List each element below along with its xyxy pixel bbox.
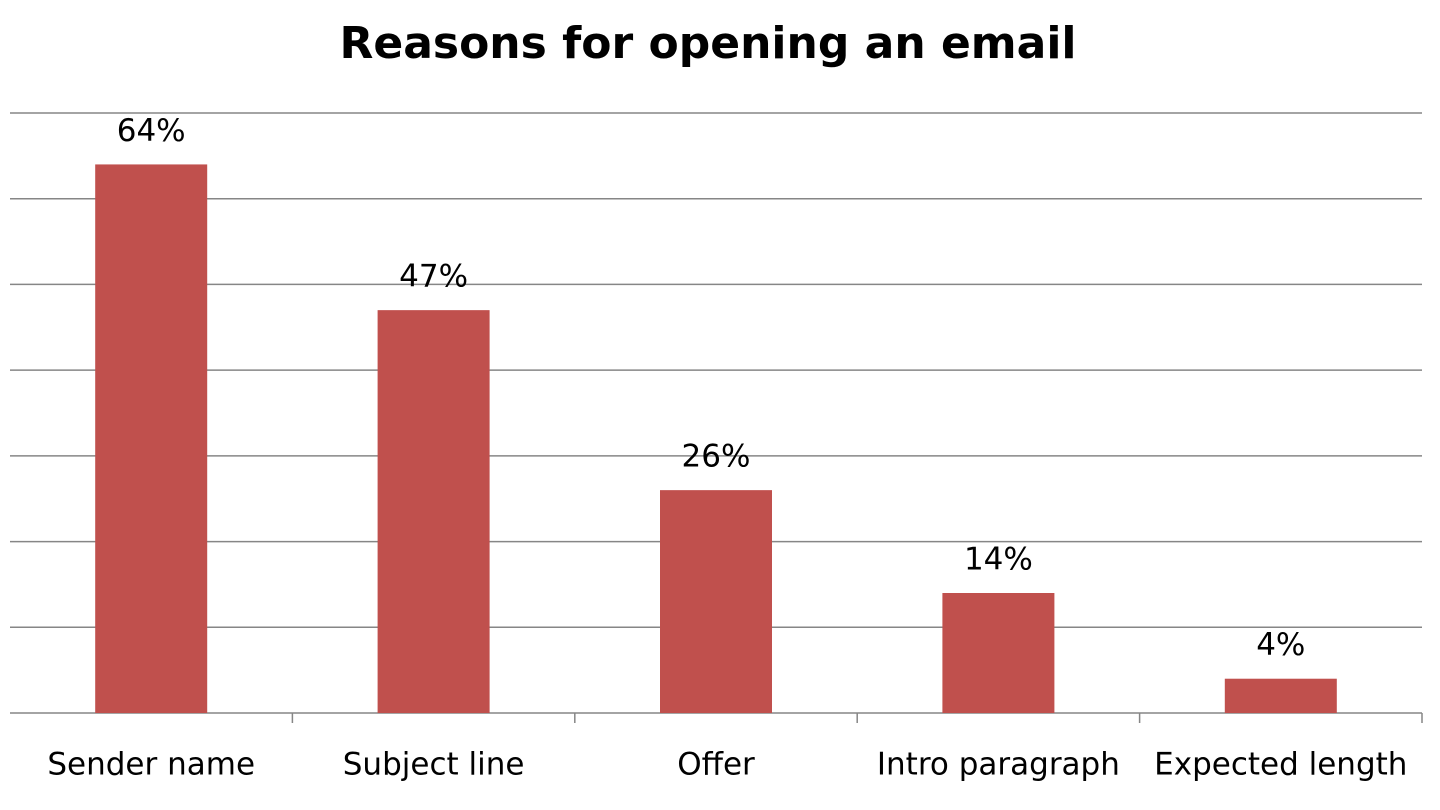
value-label: 47%	[399, 259, 468, 295]
x-tick-label: Expected length	[1154, 747, 1407, 783]
bar	[660, 490, 772, 713]
value-label: 26%	[682, 439, 751, 475]
bar	[377, 310, 490, 713]
x-tick-label: Sender name	[47, 747, 255, 783]
x-tick-label: Subject line	[343, 747, 525, 783]
bar	[942, 593, 1055, 713]
bar	[95, 164, 208, 713]
value-label: 64%	[117, 113, 186, 149]
value-label: 14%	[964, 542, 1033, 578]
chart-title: Reasons for opening an email	[339, 18, 1076, 69]
value-label: 4%	[1256, 627, 1305, 663]
x-tick-label: Intro paragraph	[877, 747, 1120, 783]
bar	[1224, 678, 1337, 713]
x-tick-label: Offer	[677, 747, 755, 783]
